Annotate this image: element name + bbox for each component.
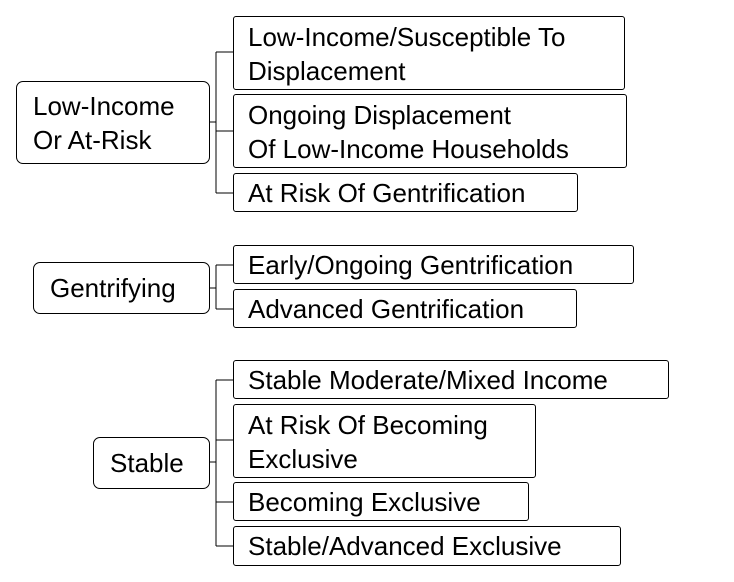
subcategory-stable-moderate-mixed-income: Stable Moderate/Mixed Income xyxy=(233,360,669,399)
subcategory-ongoing-displacement: Ongoing Displacement Of Low-Income House… xyxy=(233,94,627,168)
subcategory-becoming-exclusive: Becoming Exclusive xyxy=(233,482,529,521)
subcategory-at-risk-of-becoming-exclusive: At Risk Of Becoming Exclusive xyxy=(233,404,536,478)
subcategory-low-income-susceptible: Low-Income/Susceptible To Displacement xyxy=(233,16,625,90)
subcategory-early-ongoing-gentrification: Early/Ongoing Gentrification xyxy=(233,245,634,284)
subcategory-stable-advanced-exclusive: Stable/Advanced Exclusive xyxy=(233,526,621,566)
category-low-income-or-at-risk: Low-Income Or At-Risk xyxy=(16,81,210,164)
category-gentrifying: Gentrifying xyxy=(33,262,210,314)
subcategory-advanced-gentrification: Advanced Gentrification xyxy=(233,289,577,328)
subcategory-at-risk-of-gentrification: At Risk Of Gentrification xyxy=(233,173,578,212)
category-stable: Stable xyxy=(93,437,210,489)
